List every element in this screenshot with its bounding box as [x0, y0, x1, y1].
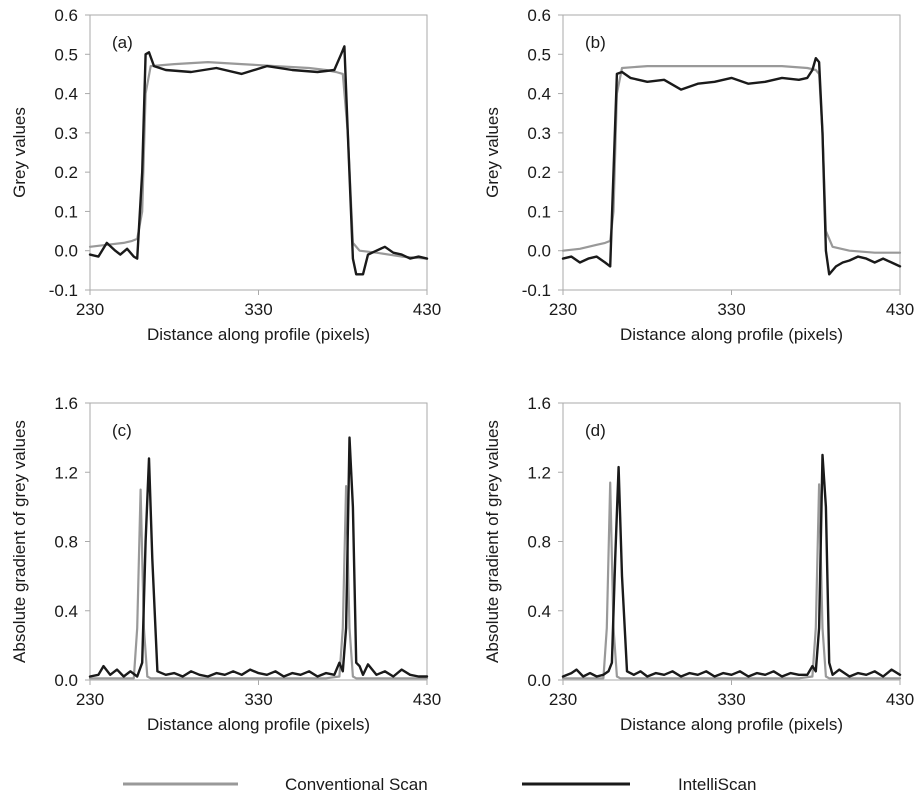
- y-tick-label: -0.1: [49, 281, 78, 300]
- y-tick-label: 0.1: [527, 202, 551, 221]
- plot-frame: [89, 402, 428, 681]
- y-tick-label: 1.2: [54, 463, 78, 482]
- x-tick-label: 330: [717, 690, 745, 709]
- x-tick-label: 330: [244, 690, 272, 709]
- y-tick-label: 1.6: [527, 394, 551, 413]
- y-tick-label: 0.1: [54, 202, 78, 221]
- x-axis-label: Distance along profile (pixels): [620, 715, 843, 734]
- y-tick-label: 0.6: [54, 6, 78, 25]
- chart-panel: -0.1 0.0 0.1 0.2 0.3 0.4 0.5 0.6 230 330 430 Distan…: [483, 6, 914, 344]
- legend-label-conventional: Conventional Scan: [285, 775, 428, 794]
- x-tick-label: 230: [549, 690, 577, 709]
- y-axis-label: Absolute gradient of grey values: [483, 420, 502, 663]
- legend: Conventional Scan IntelliScan: [123, 775, 756, 794]
- x-tick-label: 430: [886, 690, 914, 709]
- series-line-conventional: [88, 60, 429, 260]
- series-line-intelliscan: [561, 453, 902, 678]
- series-line-conventional: [561, 64, 902, 254]
- y-tick-label: 0.4: [54, 602, 78, 621]
- y-tick-label: 0.3: [527, 124, 551, 143]
- y-tick-label: 0.2: [527, 163, 551, 182]
- series-line-intelliscan: [88, 45, 429, 276]
- x-tick-label: 230: [76, 300, 104, 319]
- y-tick-label: 1.6: [54, 394, 78, 413]
- chart-panel: 0.0 0.4 0.8 1.2 1.6 230 330 430 Distance along p…: [10, 394, 441, 734]
- y-tick-label: 0.5: [54, 45, 78, 64]
- y-tick-label: 0.4: [54, 85, 78, 104]
- y-tick-label: 0.0: [54, 671, 78, 690]
- series-line-conventional: [88, 485, 429, 680]
- legend-label-intelliscan: IntelliScan: [678, 775, 756, 794]
- y-tick-label: 0.0: [54, 242, 78, 261]
- y-tick-label: 0.4: [527, 85, 551, 104]
- x-axis-label: Distance along profile (pixels): [147, 715, 370, 734]
- x-tick-label: 430: [413, 300, 441, 319]
- y-axis-label: Grey values: [483, 107, 502, 198]
- x-axis-label: Distance along profile (pixels): [620, 325, 843, 344]
- panel-label: (b): [585, 33, 606, 52]
- x-tick-label: 330: [717, 300, 745, 319]
- chart-panel: -0.1 0.0 0.1 0.2 0.3 0.4 0.5 0.6 230 330 430 Distan…: [10, 6, 441, 344]
- series-line-intelliscan: [561, 57, 902, 276]
- y-tick-label: 0.0: [527, 242, 551, 261]
- y-tick-label: 1.2: [527, 463, 551, 482]
- series-line-conventional: [561, 481, 902, 680]
- y-axis-label: Grey values: [10, 107, 29, 198]
- x-tick-label: 230: [76, 690, 104, 709]
- chart-panel: 0.0 0.4 0.8 1.2 1.6 230 330 430 Distance along p…: [483, 394, 914, 734]
- plot-frame: [89, 14, 428, 291]
- series-line-intelliscan: [88, 436, 429, 678]
- y-tick-label: 0.8: [527, 533, 551, 552]
- x-tick-label: 430: [413, 690, 441, 709]
- y-tick-label: 0.3: [54, 124, 78, 143]
- y-tick-label: 0.4: [527, 602, 551, 621]
- y-tick-label: -0.1: [522, 281, 551, 300]
- y-tick-label: 0.6: [527, 6, 551, 25]
- chart-panels: -0.1 0.0 0.1 0.2 0.3 0.4 0.5 0.6 230 330 430 Distan…: [10, 6, 914, 734]
- y-tick-label: 0.5: [527, 45, 551, 64]
- y-tick-label: 0.2: [54, 163, 78, 182]
- panel-label: (d): [585, 421, 606, 440]
- y-tick-label: 0.0: [527, 671, 551, 690]
- panel-label: (c): [112, 421, 132, 440]
- panel-label: (a): [112, 33, 133, 52]
- y-tick-label: 0.8: [54, 533, 78, 552]
- x-tick-label: 430: [886, 300, 914, 319]
- x-axis-label: Distance along profile (pixels): [147, 325, 370, 344]
- y-axis-label: Absolute gradient of grey values: [10, 420, 29, 663]
- x-tick-label: 330: [244, 300, 272, 319]
- x-tick-label: 230: [549, 300, 577, 319]
